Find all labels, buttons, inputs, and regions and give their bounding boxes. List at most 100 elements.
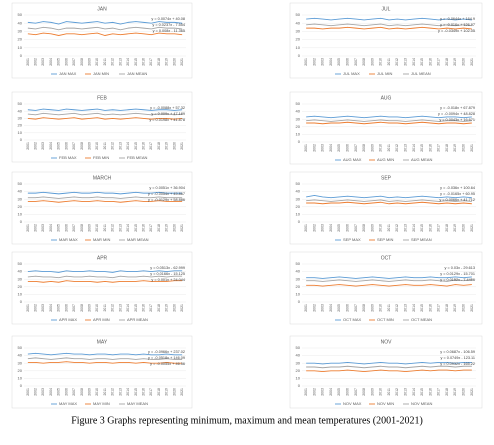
x-tick-label: 2018 <box>157 58 161 66</box>
chart-frame <box>289 91 483 165</box>
x-tick-label: 2001 <box>304 58 308 66</box>
chart-frame <box>289 335 483 409</box>
legend-label: SEP MAX <box>343 237 361 242</box>
trend-equation: y = -0.0129x + 58.886 <box>148 198 185 202</box>
x-tick-label: 2001 <box>304 304 308 312</box>
x-tick-label: 2006 <box>64 142 68 150</box>
y-tick-label: 30 <box>18 360 23 365</box>
x-tick-label: 2005 <box>57 304 61 312</box>
chart: AUG 0 10 20 30 40 50 2001 2002 2003 2004 2005 2006 20… <box>289 91 483 165</box>
x-tick-label: 2006 <box>345 58 349 66</box>
x-tick-label: 2005 <box>337 224 341 232</box>
x-tick-label: 2010 <box>95 304 99 312</box>
x-tick-label: 2007 <box>354 304 358 312</box>
x-tick-label: 2013 <box>118 142 122 150</box>
x-tick-label: 2015 <box>420 388 424 396</box>
x-tick-label: 2004 <box>49 304 53 312</box>
x-tick-label: 2004 <box>329 58 333 66</box>
x-tick-label: 2008 <box>362 58 366 66</box>
legend-label: OCT MAX <box>343 317 361 322</box>
legend-label: FEB MIN <box>93 155 109 160</box>
data-line <box>306 26 472 30</box>
y-tick-label: 20 <box>18 123 23 128</box>
trend-equation: y = 0.009x + 47.189 <box>151 112 185 116</box>
x-tick-label: 2015 <box>134 304 138 312</box>
x-tick-label: 2003 <box>41 388 45 396</box>
x-tick-label: 2021 <box>470 144 474 152</box>
legend-label: MAR MAX <box>59 237 78 242</box>
x-tick-label: 2020 <box>461 304 465 312</box>
data-line <box>27 196 183 199</box>
x-tick-label: 2016 <box>428 58 432 66</box>
x-tick-label: 2019 <box>165 388 169 396</box>
x-tick-label: 2014 <box>126 304 130 312</box>
x-tick-label: 2007 <box>354 144 358 152</box>
x-tick-label: 2012 <box>111 388 115 396</box>
x-tick-label: 2003 <box>41 142 45 150</box>
x-tick-label: 2013 <box>118 304 122 312</box>
x-tick-label: 2013 <box>118 58 122 66</box>
data-line <box>306 201 472 205</box>
x-tick-label: 2002 <box>33 224 37 232</box>
y-tick-label: 10 <box>18 45 23 50</box>
x-tick-label: 2004 <box>329 144 333 152</box>
legend-label: AUG MEAN <box>411 157 432 162</box>
y-tick-label: 50 <box>296 345 301 350</box>
y-tick-label: 30 <box>18 115 23 120</box>
x-tick-label: 2021 <box>470 388 474 396</box>
x-tick-label: 2002 <box>312 144 316 152</box>
data-line <box>306 361 472 365</box>
y-tick-label: 0 <box>20 53 23 58</box>
caption: Figure 3 Graphs representing minimum, ma… <box>71 415 423 426</box>
legend-label: FEB MAX <box>59 155 77 160</box>
legend-label: MAY MAX <box>59 401 77 406</box>
x-tick-label: 2012 <box>395 58 399 66</box>
chart-frame <box>289 2 483 79</box>
x-tick-label: 2019 <box>453 58 457 66</box>
y-tick-label: 50 <box>296 101 301 106</box>
legend-label: JUL MEAN <box>411 71 431 76</box>
x-tick-label: 2020 <box>461 58 465 66</box>
x-tick-label: 2017 <box>437 144 441 152</box>
data-line <box>27 357 183 360</box>
y-tick-label: 20 <box>296 368 301 373</box>
y-tick-label: 50 <box>296 261 301 266</box>
x-tick-label: 2013 <box>403 388 407 396</box>
y-tick-label: 30 <box>18 276 23 281</box>
x-tick-label: 2003 <box>321 304 325 312</box>
x-tick-label: 2007 <box>354 224 358 232</box>
x-tick-label: 2004 <box>49 58 53 66</box>
chart: OCT 0 10 20 30 40 50 2001 2002 2003 2004 2005 2006 20… <box>289 251 483 325</box>
x-tick-label: 2008 <box>80 58 84 66</box>
x-tick-label: 2004 <box>49 388 53 396</box>
x-tick-label: 2007 <box>354 58 358 66</box>
x-tick-label: 2014 <box>412 144 416 152</box>
trend-equation: y = 0.0198x + 41.878 <box>149 118 185 122</box>
y-tick-label: 40 <box>296 189 301 194</box>
chart-title: MAY <box>97 339 108 345</box>
y-tick-label: 40 <box>18 108 23 113</box>
x-tick-label: 2004 <box>329 224 333 232</box>
y-tick-label: 20 <box>18 37 23 42</box>
x-tick-label: 2009 <box>370 388 374 396</box>
x-tick-label: 2015 <box>134 58 138 66</box>
x-tick-label: 2014 <box>412 304 416 312</box>
x-tick-label: 2020 <box>461 224 465 232</box>
y-tick-label: 0 <box>20 219 23 224</box>
x-tick-label: 2014 <box>412 388 416 396</box>
x-tick-label: 2009 <box>87 142 91 150</box>
x-tick-label: 2021 <box>180 58 184 66</box>
x-tick-label: 2011 <box>387 224 391 232</box>
x-tick-label: 2021 <box>470 58 474 66</box>
data-line <box>27 200 183 203</box>
legend-label: FEB MEAN <box>127 155 148 160</box>
x-tick-label: 2017 <box>149 304 153 312</box>
x-tick-label: 2017 <box>149 58 153 66</box>
chart-frame <box>289 251 483 325</box>
x-tick-label: 2004 <box>49 142 53 150</box>
chart: JUL 0 10 20 30 40 50 2001 2002 2003 2004 2005 2006 20… <box>289 2 483 79</box>
x-tick-label: 2014 <box>126 388 130 396</box>
x-tick-label: 2012 <box>111 58 115 66</box>
